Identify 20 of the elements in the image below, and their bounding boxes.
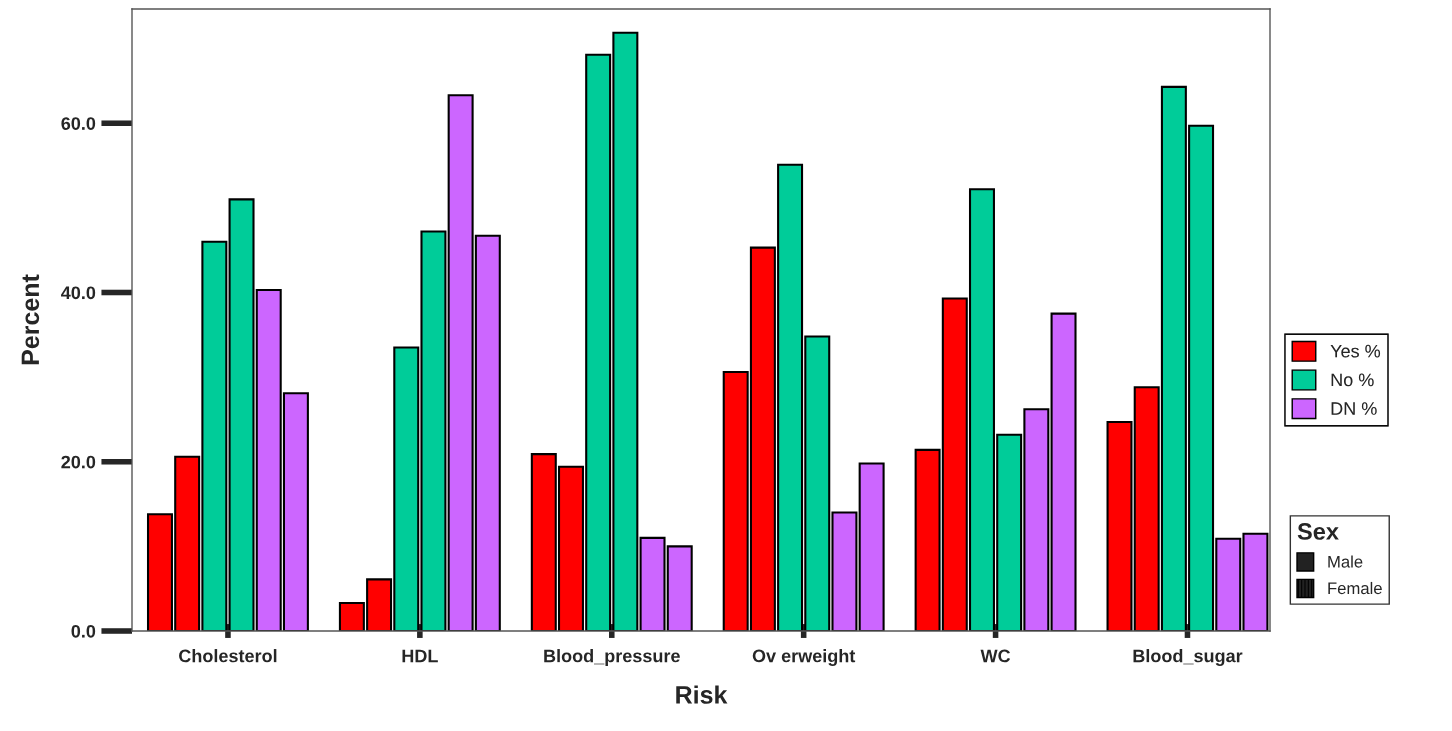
bar — [1050, 312, 1077, 631]
bar — [858, 462, 885, 631]
x-axis-title: Risk — [676, 685, 728, 704]
legend-label: No % — [1331, 373, 1374, 387]
y-tick-label: 40.0 — [61, 286, 96, 300]
x-tick-label: HDL — [402, 649, 438, 663]
legend-title: Sex — [1297, 523, 1339, 540]
legend-label: DN % — [1331, 402, 1377, 415]
x-tick-label: WC — [980, 649, 1011, 663]
x-tick-label: Ov erweight — [752, 649, 856, 666]
x-tick-label: Blood_sugar — [1133, 649, 1243, 666]
legend-label: Yes % — [1330, 344, 1381, 358]
y-tick-label: 20.0 — [61, 455, 96, 469]
text: Male — [1328, 555, 1363, 568]
x-tick-label: Blood_pressure — [544, 649, 680, 666]
y-tick-label: 0.0 — [71, 624, 96, 638]
y-axis-title: Percent — [21, 274, 40, 365]
y-tick-label: 60.0 — [61, 117, 96, 130]
text: Female — [1328, 581, 1382, 595]
x-tick-label: Cholesterol — [179, 649, 277, 663]
